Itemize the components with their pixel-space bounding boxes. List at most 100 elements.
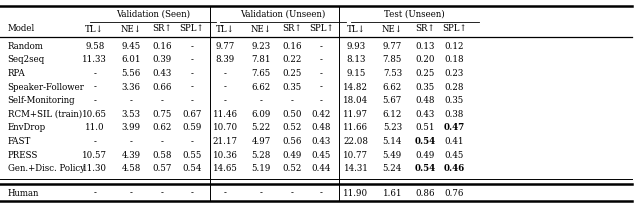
Text: 7.81: 7.81: [252, 55, 271, 64]
Text: 3.53: 3.53: [122, 110, 141, 119]
Text: Model: Model: [8, 24, 35, 33]
Text: 0.54: 0.54: [182, 164, 202, 173]
Text: 0.18: 0.18: [445, 55, 464, 64]
Text: 0.43: 0.43: [415, 110, 435, 119]
Text: RCM+SIL (train): RCM+SIL (train): [8, 110, 82, 119]
Text: 21.17: 21.17: [212, 137, 238, 146]
Text: 6.12: 6.12: [383, 110, 402, 119]
Text: -: -: [224, 83, 227, 92]
Text: 0.13: 0.13: [415, 42, 435, 51]
Text: 0.55: 0.55: [182, 151, 202, 160]
Text: 5.49: 5.49: [383, 151, 402, 160]
Text: 0.20: 0.20: [415, 55, 435, 64]
Text: TL↓: TL↓: [216, 24, 235, 33]
Text: EnvDrop: EnvDrop: [8, 123, 46, 132]
Text: -: -: [191, 83, 193, 92]
Text: Seq2seq: Seq2seq: [8, 55, 45, 64]
Text: -: -: [93, 83, 96, 92]
Text: 9.58: 9.58: [85, 42, 104, 51]
Text: -: -: [291, 188, 293, 198]
Text: 0.48: 0.48: [312, 123, 331, 132]
Text: 11.46: 11.46: [212, 110, 238, 119]
Text: RPA: RPA: [8, 69, 26, 78]
Text: 10.65: 10.65: [82, 110, 108, 119]
Text: 9.23: 9.23: [252, 42, 271, 51]
Text: NE↓: NE↓: [382, 24, 403, 33]
Text: 0.75: 0.75: [152, 110, 172, 119]
Text: Validation (Seen): Validation (Seen): [116, 10, 190, 19]
Text: 0.45: 0.45: [445, 151, 464, 160]
Text: -: -: [260, 188, 262, 198]
Text: 0.38: 0.38: [445, 110, 464, 119]
Text: -: -: [191, 42, 193, 51]
Text: -: -: [130, 188, 132, 198]
Text: Random: Random: [8, 42, 44, 51]
Text: 0.52: 0.52: [282, 164, 301, 173]
Text: 0.62: 0.62: [152, 123, 172, 132]
Text: 0.47: 0.47: [444, 123, 465, 132]
Text: -: -: [320, 69, 323, 78]
Text: 0.28: 0.28: [445, 83, 464, 92]
Text: 0.41: 0.41: [445, 137, 464, 146]
Text: 0.25: 0.25: [415, 69, 435, 78]
Text: 0.44: 0.44: [312, 164, 331, 173]
Text: 0.25: 0.25: [282, 69, 301, 78]
Text: -: -: [191, 137, 193, 146]
Text: NE↓: NE↓: [121, 24, 141, 33]
Text: 11.0: 11.0: [85, 123, 104, 132]
Text: -: -: [93, 137, 96, 146]
Text: 5.67: 5.67: [383, 96, 402, 105]
Text: 0.59: 0.59: [182, 123, 202, 132]
Text: -: -: [291, 96, 293, 105]
Text: 9.45: 9.45: [122, 42, 141, 51]
Text: 5.56: 5.56: [122, 69, 141, 78]
Text: 0.48: 0.48: [415, 96, 435, 105]
Text: -: -: [320, 42, 323, 51]
Text: -: -: [93, 69, 96, 78]
Text: 5.19: 5.19: [252, 164, 271, 173]
Text: 5.22: 5.22: [252, 123, 271, 132]
Text: 0.16: 0.16: [152, 42, 172, 51]
Text: -: -: [224, 69, 227, 78]
Text: 0.50: 0.50: [282, 110, 301, 119]
Text: 1.61: 1.61: [383, 188, 402, 198]
Text: 0.67: 0.67: [182, 110, 202, 119]
Text: 0.35: 0.35: [415, 83, 435, 92]
Text: 0.52: 0.52: [282, 123, 301, 132]
Text: 10.36: 10.36: [213, 151, 237, 160]
Text: 0.57: 0.57: [152, 164, 172, 173]
Text: 0.54: 0.54: [414, 137, 436, 146]
Text: -: -: [130, 137, 132, 146]
Text: 0.49: 0.49: [415, 151, 435, 160]
Text: 9.77: 9.77: [383, 42, 402, 51]
Text: 0.42: 0.42: [312, 110, 331, 119]
Text: FAST: FAST: [8, 137, 31, 146]
Text: 6.01: 6.01: [122, 55, 141, 64]
Text: 14.65: 14.65: [213, 164, 237, 173]
Text: 0.43: 0.43: [312, 137, 331, 146]
Text: -: -: [224, 96, 227, 105]
Text: 0.54: 0.54: [414, 164, 436, 173]
Text: 7.53: 7.53: [383, 69, 402, 78]
Text: -: -: [130, 96, 132, 105]
Text: SPL↑: SPL↑: [309, 24, 333, 33]
Text: 0.43: 0.43: [152, 69, 172, 78]
Text: 10.77: 10.77: [343, 151, 369, 160]
Text: 10.57: 10.57: [82, 151, 108, 160]
Text: 8.13: 8.13: [346, 55, 365, 64]
Text: NE↓: NE↓: [251, 24, 271, 33]
Text: 0.45: 0.45: [312, 151, 331, 160]
Text: -: -: [161, 96, 163, 105]
Text: 11.97: 11.97: [343, 110, 369, 119]
Text: 10.70: 10.70: [212, 123, 238, 132]
Text: Validation (Unseen): Validation (Unseen): [240, 10, 326, 19]
Text: SR↑: SR↑: [415, 24, 435, 33]
Text: 0.35: 0.35: [282, 83, 301, 92]
Text: 0.22: 0.22: [282, 55, 301, 64]
Text: 3.36: 3.36: [122, 83, 141, 92]
Text: -: -: [320, 96, 323, 105]
Text: 18.04: 18.04: [343, 96, 369, 105]
Text: -: -: [93, 96, 96, 105]
Text: 0.46: 0.46: [444, 164, 465, 173]
Text: TL↓: TL↓: [85, 24, 104, 33]
